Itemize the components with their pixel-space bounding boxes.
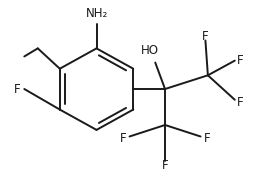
Text: F: F bbox=[204, 132, 211, 146]
Text: F: F bbox=[237, 54, 243, 67]
Text: HO: HO bbox=[141, 44, 159, 57]
Text: F: F bbox=[14, 83, 21, 96]
Text: NH₂: NH₂ bbox=[85, 8, 108, 20]
Text: F: F bbox=[119, 132, 126, 146]
Text: F: F bbox=[162, 159, 168, 172]
Text: F: F bbox=[237, 96, 243, 109]
Text: F: F bbox=[202, 30, 209, 43]
